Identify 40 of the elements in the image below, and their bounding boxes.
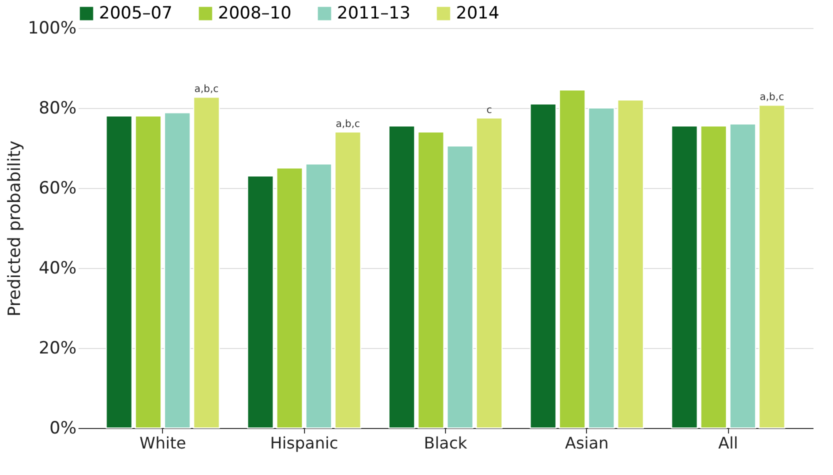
bar — [164, 112, 191, 428]
y-tick-label: 20% — [38, 338, 76, 358]
y-tick-label: 0% — [50, 418, 76, 438]
bar — [729, 124, 756, 428]
legend-label: 2005–07 — [99, 4, 172, 24]
data-label: c — [486, 105, 492, 116]
bar — [134, 116, 162, 428]
bar — [758, 104, 786, 428]
bar — [418, 132, 444, 428]
y-tick-label: 40% — [38, 258, 76, 278]
bar — [671, 126, 698, 428]
bar — [247, 176, 274, 428]
legend-label: 2014 — [456, 4, 500, 24]
bar — [700, 126, 727, 428]
bar — [558, 90, 586, 428]
x-tick-label: All — [718, 434, 738, 452]
bar — [305, 164, 332, 428]
data-label: a,b,c — [336, 119, 360, 130]
y-tick-label: 80% — [38, 98, 76, 118]
x-tick-label: Asian — [565, 434, 609, 452]
bar — [446, 146, 474, 428]
bar — [106, 116, 132, 428]
x-tick-label: Hispanic — [270, 434, 338, 452]
x-tick-label: White — [140, 434, 186, 452]
legend-label: 2008–10 — [218, 4, 292, 24]
bar — [388, 126, 416, 428]
data-label: a,b,c — [760, 92, 784, 104]
legend-label: 2011–13 — [337, 4, 410, 24]
y-axis-title: Predicted probability — [4, 140, 25, 316]
y-tick-label: 100% — [28, 18, 76, 38]
bar — [193, 96, 220, 428]
bar — [476, 118, 503, 428]
bar — [334, 132, 362, 428]
x-tick-label: Black — [424, 434, 468, 452]
bar — [530, 104, 556, 428]
bar — [276, 168, 303, 428]
data-label: a,b,c — [194, 84, 219, 96]
y-tick-label: 60% — [38, 178, 76, 198]
bar — [617, 100, 644, 428]
bar — [588, 108, 615, 428]
